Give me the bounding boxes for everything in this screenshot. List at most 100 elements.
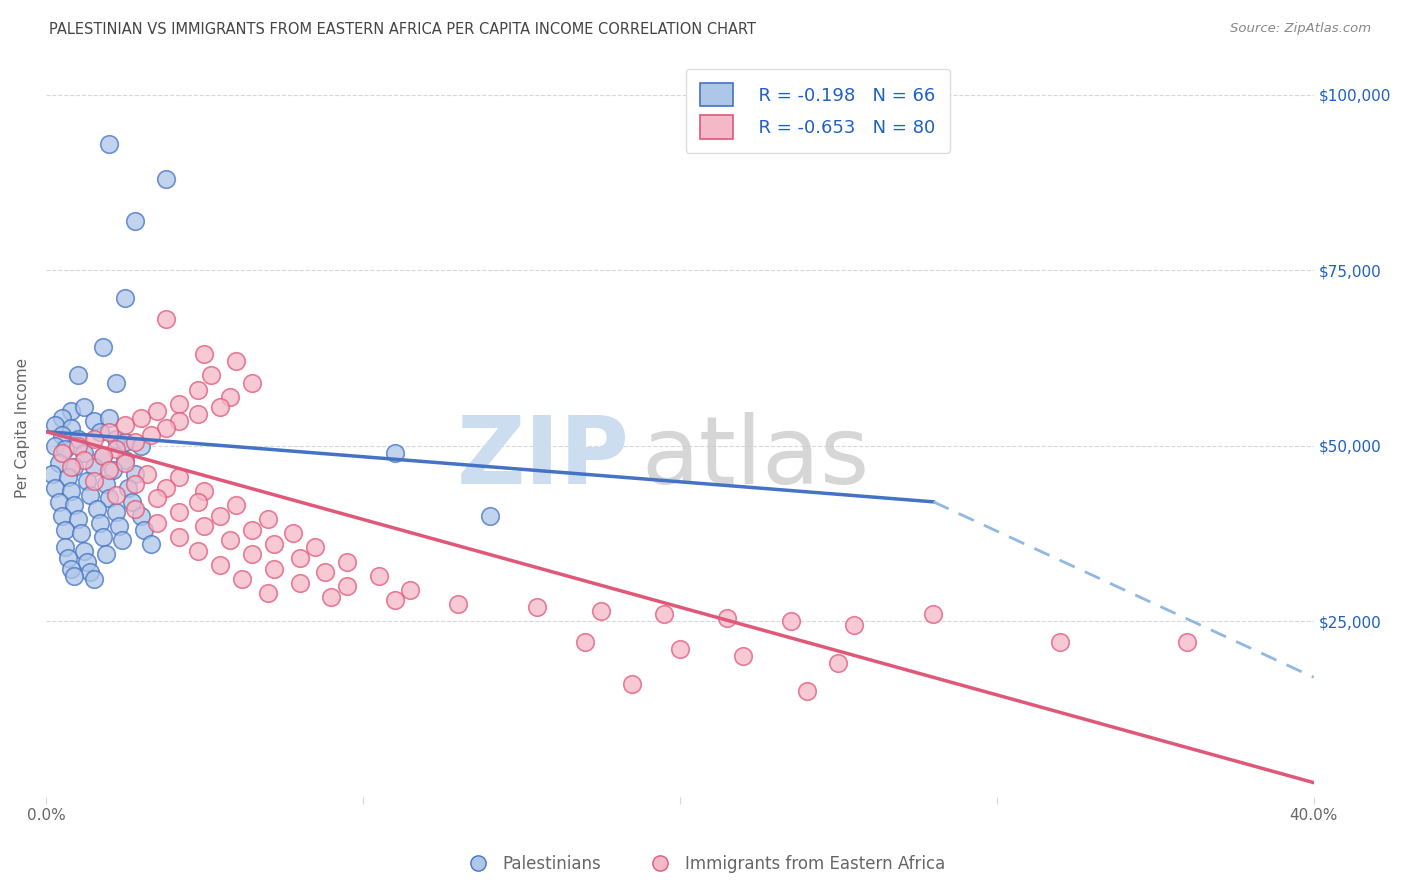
Point bbox=[73, 544, 96, 558]
Point bbox=[478, 508, 501, 523]
Point bbox=[283, 526, 305, 541]
Point bbox=[193, 484, 215, 499]
Point bbox=[104, 376, 127, 390]
Text: ZIP: ZIP bbox=[457, 411, 628, 504]
Point bbox=[79, 488, 101, 502]
Point bbox=[124, 467, 146, 481]
Point bbox=[91, 340, 114, 354]
Point bbox=[314, 565, 336, 579]
Point bbox=[76, 474, 98, 488]
Point bbox=[716, 610, 738, 624]
Point bbox=[114, 435, 136, 450]
Point bbox=[44, 439, 66, 453]
Point bbox=[98, 410, 121, 425]
Point bbox=[399, 582, 422, 597]
Point bbox=[104, 488, 127, 502]
Point bbox=[60, 459, 83, 474]
Point bbox=[124, 435, 146, 450]
Point bbox=[83, 432, 105, 446]
Point bbox=[104, 442, 127, 457]
Point bbox=[83, 572, 105, 586]
Point bbox=[51, 410, 73, 425]
Point bbox=[56, 551, 79, 566]
Point bbox=[779, 614, 801, 628]
Point bbox=[146, 491, 169, 506]
Point bbox=[89, 425, 111, 439]
Text: atlas: atlas bbox=[641, 411, 870, 504]
Point bbox=[121, 495, 143, 509]
Point bbox=[574, 635, 596, 649]
Point bbox=[155, 312, 177, 326]
Point bbox=[60, 561, 83, 575]
Y-axis label: Per Capita Income: Per Capita Income bbox=[15, 358, 30, 499]
Point bbox=[384, 593, 406, 607]
Legend:   R = -0.198   N = 66,   R = -0.653   N = 80: R = -0.198 N = 66, R = -0.653 N = 80 bbox=[686, 69, 950, 153]
Point bbox=[98, 136, 121, 151]
Point bbox=[922, 607, 945, 622]
Point bbox=[48, 495, 70, 509]
Point bbox=[91, 449, 114, 463]
Point bbox=[53, 541, 76, 555]
Point bbox=[63, 459, 86, 474]
Point bbox=[111, 533, 134, 548]
Point bbox=[96, 548, 118, 562]
Point bbox=[155, 421, 177, 435]
Point bbox=[304, 541, 326, 555]
Point bbox=[56, 470, 79, 484]
Point bbox=[209, 400, 232, 414]
Point bbox=[44, 481, 66, 495]
Point bbox=[69, 526, 91, 541]
Point bbox=[91, 449, 114, 463]
Point bbox=[167, 396, 190, 410]
Point bbox=[76, 554, 98, 568]
Point bbox=[256, 512, 278, 526]
Point bbox=[44, 417, 66, 432]
Point bbox=[225, 354, 247, 368]
Point bbox=[193, 519, 215, 533]
Point bbox=[288, 551, 311, 566]
Point bbox=[66, 512, 89, 526]
Point bbox=[146, 516, 169, 530]
Point bbox=[83, 474, 105, 488]
Point bbox=[187, 495, 209, 509]
Point bbox=[51, 446, 73, 460]
Point bbox=[263, 537, 285, 551]
Point bbox=[167, 470, 190, 484]
Point bbox=[288, 575, 311, 590]
Point bbox=[256, 586, 278, 600]
Point bbox=[167, 505, 190, 519]
Point bbox=[209, 558, 232, 572]
Point bbox=[98, 425, 121, 439]
Point bbox=[60, 403, 83, 417]
Point bbox=[167, 530, 190, 544]
Point bbox=[240, 548, 263, 562]
Point bbox=[621, 677, 644, 691]
Point bbox=[336, 554, 359, 568]
Point bbox=[136, 467, 159, 481]
Point bbox=[139, 537, 162, 551]
Point bbox=[114, 417, 136, 432]
Point bbox=[1049, 635, 1071, 649]
Point bbox=[200, 368, 222, 383]
Point bbox=[134, 523, 156, 537]
Text: Source: ZipAtlas.com: Source: ZipAtlas.com bbox=[1230, 22, 1371, 36]
Point bbox=[53, 442, 76, 457]
Point bbox=[218, 390, 240, 404]
Point bbox=[114, 291, 136, 305]
Point bbox=[66, 432, 89, 446]
Point bbox=[63, 499, 86, 513]
Point bbox=[187, 544, 209, 558]
Point bbox=[114, 452, 136, 467]
Point bbox=[60, 421, 83, 435]
Point bbox=[827, 657, 849, 671]
Point bbox=[73, 400, 96, 414]
Point bbox=[218, 533, 240, 548]
Point bbox=[146, 403, 169, 417]
Point bbox=[104, 432, 127, 446]
Point bbox=[79, 565, 101, 579]
Point bbox=[41, 467, 63, 481]
Point bbox=[48, 456, 70, 470]
Point bbox=[51, 428, 73, 442]
Point bbox=[73, 452, 96, 467]
Point bbox=[98, 463, 121, 477]
